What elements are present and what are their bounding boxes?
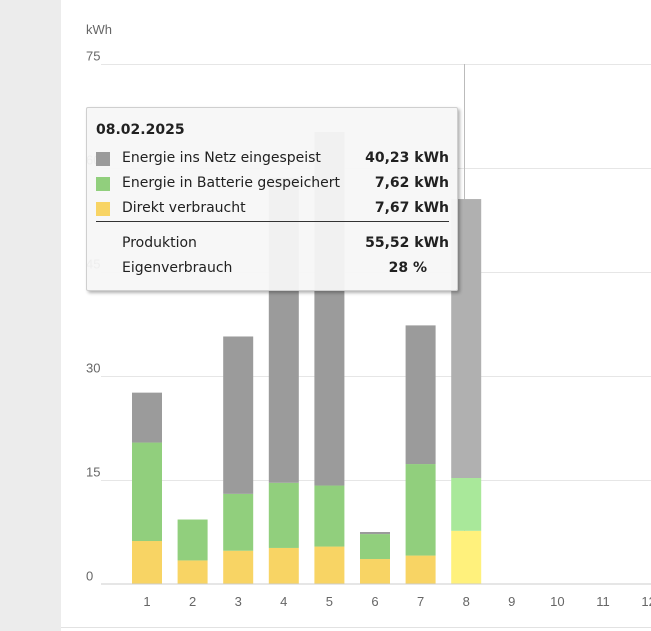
bar-segment[interactable] xyxy=(360,534,390,560)
tooltip-total-label: Produktion xyxy=(122,235,197,251)
bar-segment[interactable] xyxy=(223,550,254,584)
x-tick-label: 12 xyxy=(641,594,651,609)
tooltip-row-label: Energie ins Netz eingespeist xyxy=(122,150,321,166)
battery-swatch-icon xyxy=(96,177,110,191)
bar-segment[interactable] xyxy=(223,493,254,551)
bar-segment[interactable] xyxy=(268,547,299,584)
tooltip-date: 08.02.2025 xyxy=(96,122,185,138)
x-tick-label: 9 xyxy=(508,594,515,609)
bar-segment[interactable] xyxy=(451,530,482,584)
tooltip-row-grid: Energie ins Netz eingespeist 40,23 kWh xyxy=(96,150,449,170)
tooltip-total-value: 55,52 kWh xyxy=(365,235,449,251)
y-tick-label: 15 xyxy=(86,465,100,480)
tooltip-row-value: 7,62 kWh xyxy=(374,175,449,191)
x-tick-label: 3 xyxy=(235,594,242,609)
bar-segment[interactable] xyxy=(223,336,254,494)
bar-segment[interactable] xyxy=(177,560,208,584)
bar-segment[interactable] xyxy=(405,325,436,465)
tooltip-total-label: Eigenverbrauch xyxy=(122,260,233,276)
x-tick-label: 7 xyxy=(417,594,424,609)
tooltip-total-value: 28 % xyxy=(388,260,427,276)
y-axis-label: kWh xyxy=(86,22,112,37)
tooltip-separator xyxy=(96,221,449,222)
y-tick-label: 30 xyxy=(86,361,100,376)
tooltip-row-label: Direkt verbraucht xyxy=(122,200,246,216)
y-tick-label: 0 xyxy=(86,569,93,584)
x-tick-label: 10 xyxy=(550,594,564,609)
bar-segment[interactable] xyxy=(132,392,162,443)
bar-segment[interactable] xyxy=(268,482,299,548)
bar-segment[interactable] xyxy=(360,532,390,535)
tooltip-row-direct: Direkt verbraucht 7,67 kWh xyxy=(96,200,449,220)
bar-segment[interactable] xyxy=(177,519,208,561)
bar-segment[interactable] xyxy=(405,464,436,556)
x-axis-ticks: 123456789101112 xyxy=(143,594,651,609)
bar-segment[interactable] xyxy=(405,555,436,584)
grid-swatch-icon xyxy=(96,152,110,166)
x-tick-label: 1 xyxy=(143,594,150,609)
hover-tooltip: 08.02.2025 Energie ins Netz eingespeist … xyxy=(86,107,458,291)
x-tick-label: 6 xyxy=(371,594,378,609)
bar-segment[interactable] xyxy=(360,559,390,584)
tooltip-row-battery: Energie in Batterie gespeichert 7,62 kWh xyxy=(96,175,449,195)
y-tick-label: 75 xyxy=(86,49,100,64)
x-tick-label: 11 xyxy=(596,594,610,609)
bottom-divider xyxy=(61,627,651,628)
bar-segment[interactable] xyxy=(132,442,162,542)
x-tick-label: 4 xyxy=(280,594,287,609)
bar-segment[interactable] xyxy=(132,541,162,584)
bar-segment[interactable] xyxy=(314,546,345,584)
tooltip-row-value: 40,23 kWh xyxy=(365,150,449,166)
x-tick-label: 8 xyxy=(463,594,470,609)
x-tick-label: 5 xyxy=(326,594,333,609)
tooltip-total-production: Produktion 55,52 kWh xyxy=(96,235,449,255)
tooltip-total-selfconsumption: Eigenverbrauch 28 % xyxy=(96,260,449,280)
tooltip-row-label: Energie in Batterie gespeichert xyxy=(122,175,340,191)
left-gutter xyxy=(0,0,61,631)
x-tick-label: 2 xyxy=(189,594,196,609)
direct-swatch-icon xyxy=(96,202,110,216)
tooltip-row-value: 7,67 kWh xyxy=(374,200,449,216)
bar-segment[interactable] xyxy=(451,477,482,531)
bar-segment[interactable] xyxy=(314,485,345,547)
